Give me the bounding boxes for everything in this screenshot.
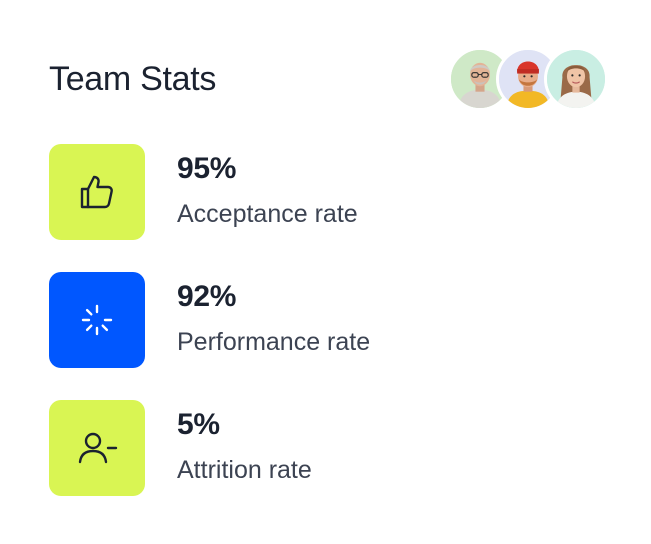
icon-tile [49, 272, 145, 368]
stat-label: Acceptance rate [177, 200, 358, 228]
person-photo-icon [547, 50, 605, 108]
user-minus-icon [78, 432, 118, 464]
stat-row-attrition: 5% Attrition rate [49, 400, 609, 496]
stat-row-acceptance: 95% Acceptance rate [49, 144, 609, 240]
card-title: Team Stats [49, 60, 217, 98]
person-photo-icon [451, 50, 509, 108]
stat-label: Performance rate [177, 328, 371, 356]
stat-value: 5% [177, 408, 220, 441]
stat-row-performance: 92% Performance rate [49, 272, 609, 368]
icon-tile [49, 400, 145, 496]
stat-label: Attrition rate [177, 456, 312, 484]
team-avatar-stack[interactable] [448, 47, 608, 113]
avatar[interactable] [544, 47, 608, 111]
loading-spinner-icon [81, 304, 113, 336]
stat-value: 95% [177, 152, 237, 185]
thumbs-up-icon [80, 175, 113, 209]
stat-value: 92% [177, 280, 237, 313]
icon-tile [49, 144, 145, 240]
